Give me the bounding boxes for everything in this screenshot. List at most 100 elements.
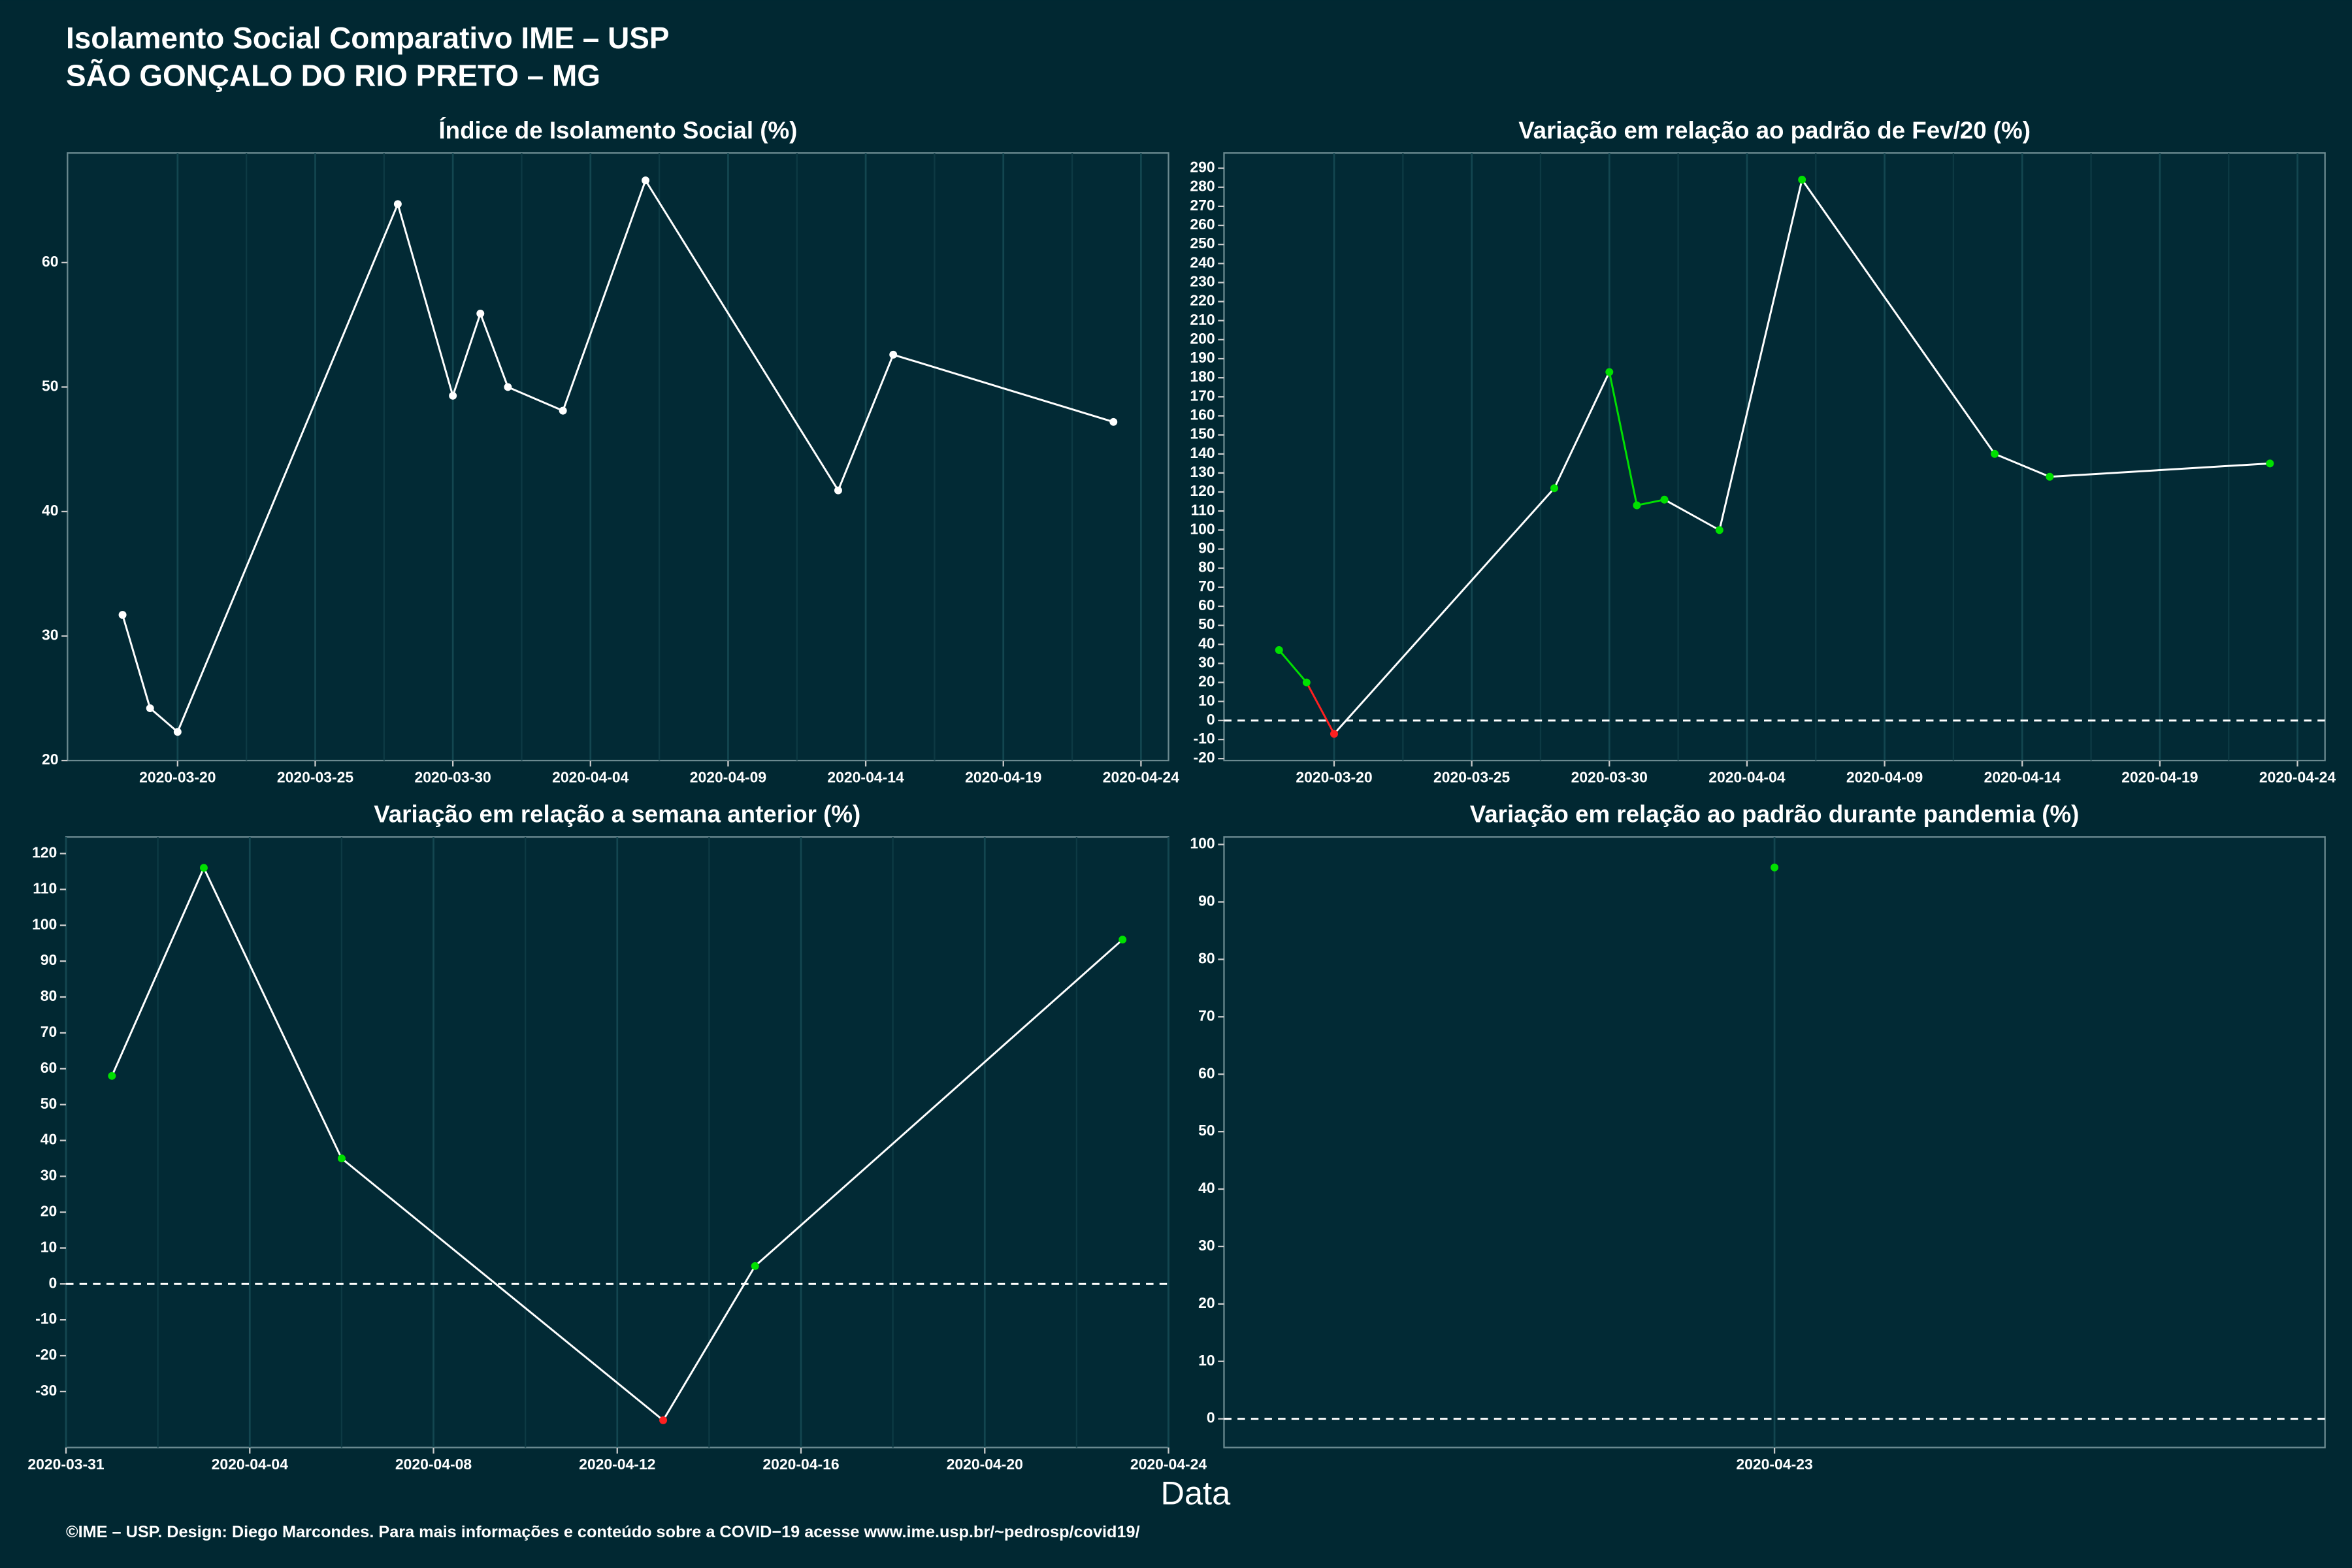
y-tick-label: 0 [48,1274,57,1291]
y-tick-label: 50 [41,1095,57,1112]
panel [67,152,1169,762]
y-tick-label: 110 [1191,501,1215,518]
x-tick-label: 2020-03-30 [414,769,491,786]
line-segment [662,1266,756,1421]
line-segment [479,313,509,387]
y-tick-label: 20 [1198,673,1215,690]
y-tick-label: 160 [1190,406,1215,423]
line-segment [1994,453,2050,478]
line-segment [451,313,482,397]
y-tick-label: -20 [35,1346,57,1363]
y-tick-label: 240 [1190,253,1215,270]
line-segment [1637,498,1665,506]
y-tick-label: 70 [1198,1007,1215,1024]
point [834,486,842,495]
x-axis-label: Data [1161,1474,1232,1511]
x-tick-label: 2020-03-31 [27,1456,105,1473]
line-segment [397,203,454,397]
y-tick-label: 30 [42,627,59,644]
line-segment [1333,487,1556,735]
y-tick-label: -30 [35,1382,57,1399]
line-segment [340,1157,664,1422]
y-tick-label: 170 [1190,387,1215,404]
y-tick-label: 90 [41,951,57,968]
point [118,611,127,619]
y-tick-label: 270 [1190,197,1215,214]
x-tick-label: 2020-04-08 [395,1456,472,1473]
y-tick-label: 40 [41,1131,57,1148]
y-tick-label: 250 [1190,235,1215,252]
point [1771,863,1779,872]
point [659,1416,668,1424]
point [1660,495,1669,504]
point [337,1154,346,1163]
y-tick-label: 230 [1190,272,1215,289]
y-tick-label: 10 [1198,1352,1215,1369]
point [1275,646,1283,654]
line-segment [562,180,647,412]
line-segment [203,867,343,1159]
y-tick-label: 10 [1198,692,1215,709]
point [1330,730,1338,738]
y-tick-label: 180 [1190,368,1215,385]
y-tick-label: 60 [1198,596,1215,613]
panel-title: Variação em relação ao padrão de Fev/20 … [1518,117,2031,144]
y-tick-label: 90 [1198,892,1215,909]
y-tick-label: 60 [42,253,59,270]
point [642,176,650,185]
x-tick-label: 2020-04-09 [1846,769,1923,786]
y-tick-label: 70 [41,1023,57,1040]
point [1109,417,1118,426]
y-tick-label: 120 [1190,482,1215,499]
y-tick-label: 50 [1198,1122,1215,1139]
point [1633,501,1641,510]
line-segment [176,203,399,732]
y-tick-label: 220 [1190,292,1215,309]
line-segment [1305,681,1335,734]
x-tick-label: 2020-04-23 [1736,1456,1812,1473]
y-tick-label: -10 [35,1310,57,1327]
x-tick-label: 2020-04-14 [1984,769,2061,786]
point [476,310,485,318]
point [1550,484,1558,493]
x-tick-label: 2020-04-09 [690,769,766,786]
point [199,864,208,872]
y-tick-label: -20 [1194,749,1215,766]
panel-title: Variação em relação ao padrão durante pa… [1470,801,2080,828]
x-tick-label: 2020-04-19 [965,769,1041,786]
y-tick-label: 20 [41,1203,57,1220]
line-segment [110,867,205,1077]
x-tick-label: 2020-04-24 [2259,769,2336,786]
line-segment [837,354,894,491]
figure-subtitle: SÃO GONÇALO DO RIO PRETO – MG [66,59,600,93]
y-tick-label: 0 [1207,711,1215,728]
y-tick-label: 50 [1198,615,1215,632]
panel-title: Variação em relação a semana anterior (%… [374,801,860,828]
x-tick-label: 2020-03-30 [1571,769,1648,786]
y-tick-label: 80 [1198,559,1215,576]
panel [1223,152,2326,762]
line-segment [1608,372,1638,506]
y-tick-label: 30 [41,1167,57,1184]
point [1798,176,1806,184]
point [173,728,182,736]
y-tick-label: 100 [1190,835,1215,852]
x-tick-label: 2020-04-24 [1103,769,1180,786]
y-tick-label: 100 [32,915,57,932]
y-tick-label: 20 [1198,1294,1215,1311]
line-segment [1553,371,1610,489]
x-tick-label: 2020-04-20 [947,1456,1023,1473]
y-tick-label: 70 [1198,578,1215,595]
x-tick-label: 2020-04-12 [579,1456,655,1473]
x-tick-label: 2020-04-04 [212,1456,289,1473]
line-segment [754,939,1124,1267]
y-tick-label: 60 [1198,1064,1215,1081]
line-segment [1718,179,1803,531]
x-tick-label: 2020-04-14 [827,769,904,786]
point [146,704,154,713]
line-segment [644,180,840,491]
y-tick-label: 90 [1198,540,1215,557]
y-tick-label: 30 [1198,653,1215,670]
point [889,350,898,359]
